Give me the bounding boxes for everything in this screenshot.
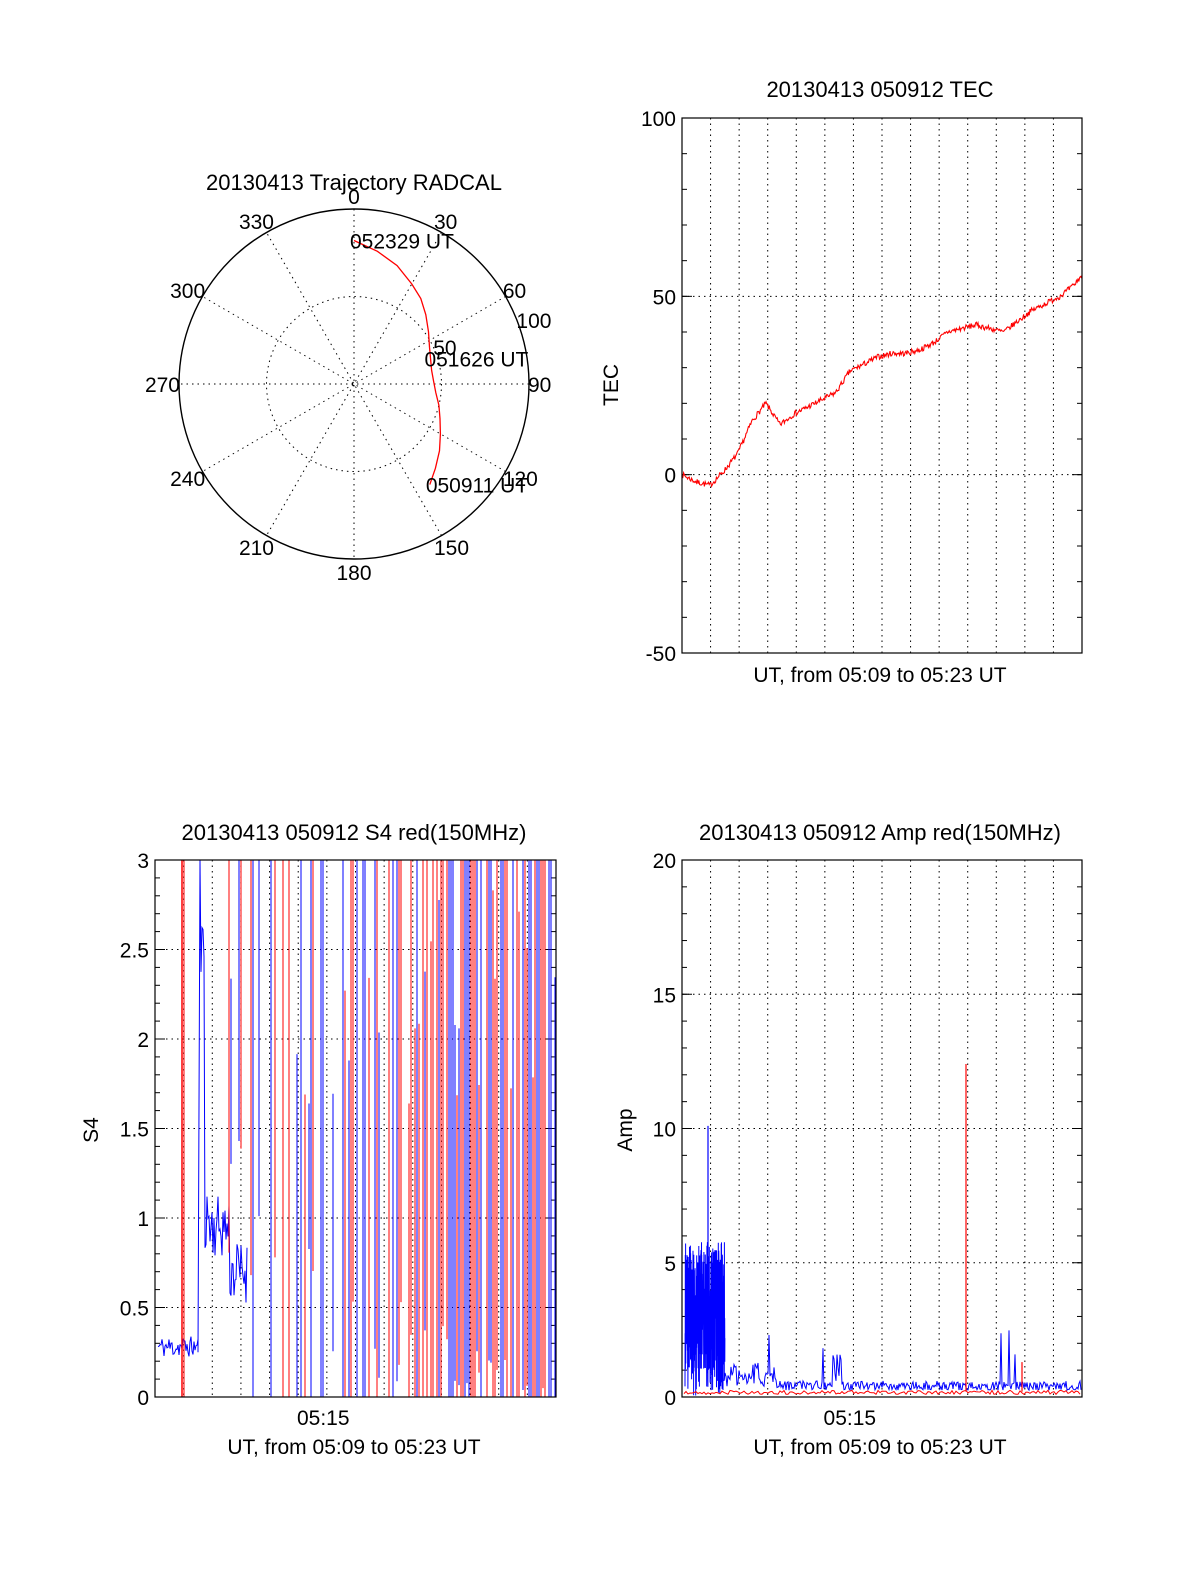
polar-angle-label: 60 xyxy=(503,280,526,303)
tec-ylabel: TEC xyxy=(600,364,623,406)
amp-series xyxy=(683,1064,1082,1396)
amp-title: 20130413 050912 Amp red(150MHz) xyxy=(699,820,1061,845)
s4-ylabel: S4 xyxy=(80,1117,103,1143)
tec-y-tick-label: -50 xyxy=(646,643,676,666)
tec-xlabel: UT, from 05:09 to 05:23 UT xyxy=(753,664,1006,687)
polar-angle-label: 120 xyxy=(503,468,538,491)
s4-grid xyxy=(155,860,556,1397)
trajectory-time-label: 050911 UT xyxy=(426,475,529,498)
polar-angle-label: 270 xyxy=(145,374,180,397)
amp-y-tick-label: 10 xyxy=(653,1119,676,1142)
s4-y-tick-label: 0.5 xyxy=(120,1298,149,1321)
polar-angle-label: 240 xyxy=(170,468,205,491)
tec-title: 20130413 050912 TEC xyxy=(766,77,993,102)
s4-x-tick-label: 05:15 xyxy=(297,1407,350,1430)
amp-frame xyxy=(681,859,1083,1398)
s4-y-tick-label: 0 xyxy=(137,1387,149,1410)
polar-title: 20130413 Trajectory RADCAL xyxy=(206,170,502,195)
polar-angle-label: 90 xyxy=(528,374,551,397)
trajectory-time-label: 052329 UT xyxy=(350,231,454,254)
amp-y-tick-label: 15 xyxy=(653,984,676,1007)
polar-angle-label: 0 xyxy=(348,186,360,209)
trajectory-line xyxy=(353,239,442,485)
tec-y-tick-label: 100 xyxy=(641,108,676,131)
amp-blue-burst xyxy=(684,1242,726,1396)
s4-x-ticks: 05:15 xyxy=(297,1407,350,1430)
tec-plot: 20130413 050912 TEC 100 50 0 -50 UT, from 0… xyxy=(600,77,1083,687)
polar-spoke xyxy=(266,232,442,536)
amp-y-tick-label: 5 xyxy=(664,1253,676,1276)
s4-series xyxy=(157,859,556,1397)
tec-y-tick-label: 0 xyxy=(664,465,676,488)
tec-frame xyxy=(681,117,1083,654)
polar-spoke xyxy=(266,232,442,536)
tec-grid xyxy=(682,118,1082,653)
tec-series-line xyxy=(681,275,1083,488)
s4-blue-baseline xyxy=(157,1336,199,1357)
s4-y-tick-label: 1.5 xyxy=(120,1119,149,1142)
polar-spoke xyxy=(202,296,506,472)
s4-y-tick-label: 2.5 xyxy=(120,940,149,963)
s4-y-tick-label: 3 xyxy=(137,850,149,873)
polar-radius-labels: 50 100 xyxy=(433,310,551,360)
amp-y-tick-label: 20 xyxy=(653,850,676,873)
trajectory-polar-plot: 20130413 Trajectory RADCAL 0 30 60 90 120 150… xyxy=(145,170,552,585)
amp-y-tick-label: 0 xyxy=(664,1387,676,1410)
polar-angle-label: 210 xyxy=(239,537,274,560)
polar-grid-circle xyxy=(266,296,442,472)
polar-spoke xyxy=(202,296,506,472)
tec-y-ticks: 100 50 0 -50 xyxy=(641,108,1082,666)
polar-angle-label: 30 xyxy=(434,211,457,234)
polar-radius-label: 50 xyxy=(433,337,456,360)
s4-title: 20130413 050912 S4 red(150MHz) xyxy=(182,820,527,845)
tec-series xyxy=(681,275,1083,488)
s4-xlabel: UT, from 05:09 to 05:23 UT xyxy=(227,1436,480,1459)
amp-red-baseline xyxy=(683,1389,1081,1396)
polar-radius-label: 100 xyxy=(516,310,551,333)
polar-angle-label: 150 xyxy=(434,537,469,560)
trajectory-time-label: 051626 UT xyxy=(424,348,528,371)
trajectory-annotations: 052329 UT 051626 UT 050911 UT xyxy=(350,231,529,498)
amp-grid xyxy=(682,860,1082,1397)
polar-angle-label: 300 xyxy=(170,280,205,303)
amp-x-ticks: 05:15 xyxy=(824,1407,877,1430)
s4-y-tick-label: 2 xyxy=(137,1029,149,1052)
amp-ylabel: Amp xyxy=(614,1108,637,1151)
tec-y-tick-label: 50 xyxy=(653,286,676,309)
s4-blue-trace xyxy=(197,859,248,1353)
amp-x-tick-label: 05:15 xyxy=(824,1407,877,1430)
polar-grid xyxy=(178,208,530,560)
amp-xlabel: UT, from 05:09 to 05:23 UT xyxy=(753,1436,1006,1459)
s4-y-tick-label: 1 xyxy=(137,1208,149,1231)
s4-plot: 20130413 050912 S4 red(150MHz) 3 2.5 2 1.5 1… xyxy=(80,820,557,1459)
polar-angle-label: 180 xyxy=(336,562,371,585)
amp-plot: 20130413 050912 Amp red(150MHz) 20 15 10 5 0… xyxy=(614,820,1083,1459)
polar-angle-label: 330 xyxy=(239,211,274,234)
amp-blue-trace xyxy=(723,1330,1082,1392)
polar-angle-labels: 0 30 60 90 120 150 180 210 240 270 300 330 xyxy=(145,186,551,585)
s4-frame xyxy=(154,859,557,1398)
